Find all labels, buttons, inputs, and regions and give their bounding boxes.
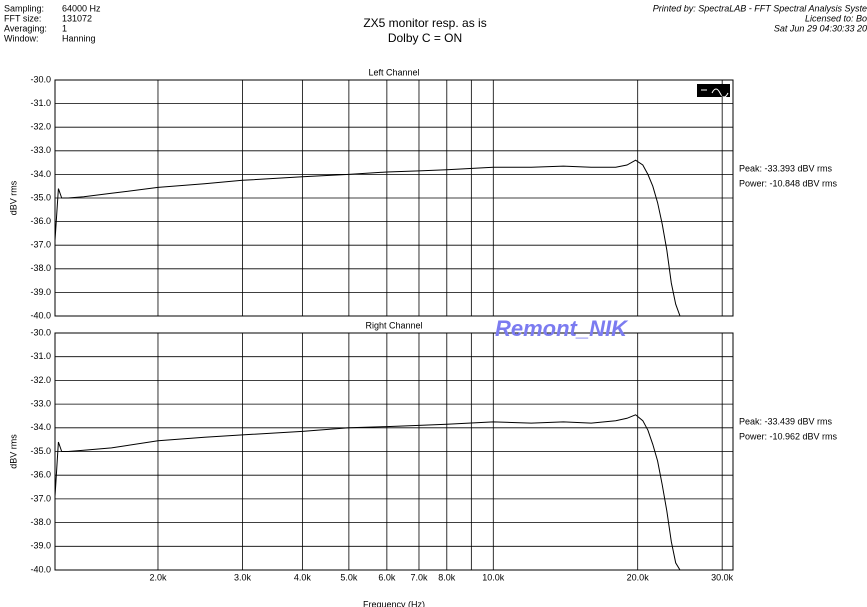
x-tick-label: 4.0k — [294, 572, 312, 582]
y-tick-label: -34.0 — [30, 422, 51, 432]
y-tick-label: -37.0 — [30, 240, 51, 250]
setting-value: 131072 — [62, 13, 92, 23]
y-tick-label: -38.0 — [30, 263, 51, 273]
licensed-to: Licensed to: Bo — [805, 13, 867, 23]
y-tick-label: -33.0 — [30, 398, 51, 408]
setting-value: 1 — [62, 23, 67, 33]
x-tick-label: 6.0k — [378, 572, 396, 582]
y-tick-label: -39.0 — [30, 541, 51, 551]
y-tick-label: -35.0 — [30, 446, 51, 456]
setting-label: Sampling: — [4, 3, 44, 13]
annotation: Power: -10.848 dBV rms — [739, 178, 838, 188]
y-tick-label: -33.0 — [30, 145, 51, 155]
print-date: Sat Jun 29 04:30:33 20 — [774, 23, 867, 33]
printed-by: Printed by: SpectraLAB - FFT Spectral An… — [653, 3, 867, 13]
y-tick-label: -40.0 — [30, 310, 51, 320]
setting-value: Hanning — [62, 33, 96, 43]
y-tick-label: -36.0 — [30, 470, 51, 480]
y-axis-label: dBV rms — [8, 434, 18, 469]
logo-icon — [697, 84, 730, 98]
annotation: Peak: -33.439 dBV rms — [739, 416, 833, 426]
y-tick-label: -36.0 — [30, 216, 51, 226]
x-tick-label: 30.0k — [711, 572, 734, 582]
trace — [54, 414, 733, 571]
x-tick-label: 8.0k — [438, 572, 456, 582]
annotation: Power: -10.962 dBV rms — [739, 431, 838, 441]
x-tick-label: 5.0k — [340, 572, 358, 582]
x-tick-label: 3.0k — [234, 572, 252, 582]
trace — [54, 159, 733, 317]
subplot-title: Left Channel — [368, 67, 419, 77]
subplot-title: Right Channel — [365, 320, 422, 330]
y-tick-label: -32.0 — [30, 122, 51, 132]
x-tick-label: 20.0k — [627, 572, 650, 582]
y-axis-label: dBV rms — [8, 180, 18, 215]
plot-frame — [54, 332, 734, 571]
y-tick-label: -34.0 — [30, 169, 51, 179]
setting-label: Window: — [4, 33, 39, 43]
y-tick-label: -31.0 — [30, 98, 51, 108]
y-tick-label: -38.0 — [30, 517, 51, 527]
y-tick-label: -39.0 — [30, 287, 51, 297]
y-tick-label: -30.0 — [30, 74, 51, 84]
subtitle: Dolby C = ON — [388, 31, 462, 45]
y-tick-label: -37.0 — [30, 493, 51, 503]
x-tick-label: 2.0k — [149, 572, 167, 582]
setting-value: 64000 Hz — [62, 3, 101, 13]
y-tick-label: -31.0 — [30, 351, 51, 361]
setting-label: Averaging: — [4, 23, 47, 33]
x-tick-label: 10.0k — [482, 572, 505, 582]
annotation: Peak: -33.393 dBV rms — [739, 163, 833, 173]
x-axis-label: Frequency (Hz) — [363, 599, 425, 607]
x-tick-label: 7.0k — [410, 572, 428, 582]
plot-frame — [54, 79, 734, 317]
y-tick-label: -32.0 — [30, 375, 51, 385]
setting-label: FFT size: — [4, 13, 41, 23]
y-tick-label: -35.0 — [30, 192, 51, 202]
watermark: Remont_NIK — [495, 316, 629, 341]
y-tick-label: -40.0 — [30, 564, 51, 574]
y-tick-label: -30.0 — [30, 327, 51, 337]
title: ZX5 monitor resp. as is — [363, 16, 486, 30]
